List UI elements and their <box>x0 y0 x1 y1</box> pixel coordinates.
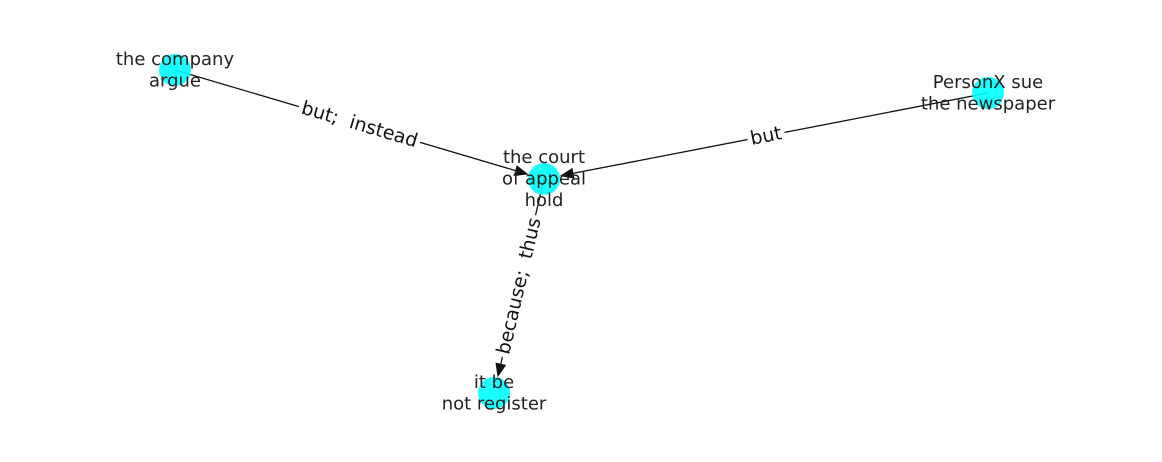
node-register <box>478 377 510 409</box>
edge-label-group-court-register: because; thus <box>490 212 548 360</box>
edge-label-bg <box>490 212 548 360</box>
node-label-line: not register <box>442 393 547 414</box>
node-label-register: it be not register <box>442 372 547 415</box>
node-label-line: the newspaper <box>921 93 1056 114</box>
node-label-line: hold <box>525 190 564 211</box>
node-label-company: the company argue <box>116 49 235 92</box>
node-label-line: it be <box>474 372 514 393</box>
node-labels-layer: the company argue the court of appeal hold Pe… <box>116 49 1056 415</box>
node-label-court: the court of appeal hold <box>502 147 586 211</box>
node-label-line: of appeal <box>502 169 586 190</box>
edge-label-group-personx-court: but <box>745 120 787 152</box>
nodes-layer <box>159 54 1004 409</box>
edge-arrowhead-company-court <box>513 165 529 176</box>
edge-label-bg <box>745 120 787 152</box>
edge-arrowhead-court-register <box>495 362 507 378</box>
edge-arrowhead-personx-court <box>559 167 575 179</box>
node-label-line: the court <box>503 147 585 168</box>
edge-label-company-court: but; instead <box>299 97 420 152</box>
node-label-personx: PersonX sue the newspaper <box>921 72 1056 115</box>
node-court <box>528 163 560 195</box>
edge-label-bg <box>295 95 424 154</box>
node-label-line: the company <box>116 49 235 70</box>
edge-label-group-company-court: but; instead <box>295 95 424 154</box>
node-label-line: PersonX sue <box>933 72 1043 93</box>
node-label-line: argue <box>149 70 201 91</box>
edge-labels-layer: but; instead but because; thus <box>295 95 787 360</box>
node-personx <box>972 77 1004 109</box>
node-company <box>159 54 191 86</box>
